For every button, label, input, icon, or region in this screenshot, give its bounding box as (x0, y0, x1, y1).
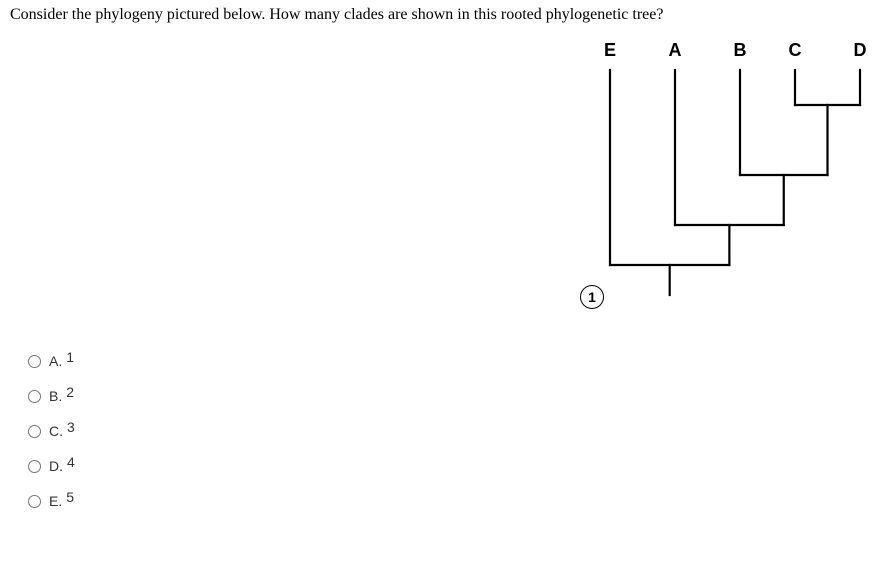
taxon-label-c: C (785, 40, 805, 61)
option-c-value: 3 (67, 419, 75, 435)
question-text: Consider the phylogeny pictured below. H… (10, 6, 663, 24)
option-c[interactable]: C. 3 (28, 422, 75, 440)
option-c-letter: C. (49, 423, 63, 439)
answer-options: A. 1 B. 2 C. 3 D. 4 E. 5 (28, 352, 75, 527)
taxon-label-e: E (600, 40, 620, 61)
radio-a[interactable] (28, 355, 41, 368)
option-b-letter: B. (49, 388, 62, 404)
option-a[interactable]: A. 1 (28, 352, 75, 370)
option-b-value: 2 (66, 384, 74, 400)
option-e[interactable]: E. 5 (28, 492, 75, 510)
radio-c[interactable] (28, 425, 41, 438)
taxon-label-d: D (850, 40, 870, 61)
option-d-value: 4 (67, 454, 75, 470)
taxon-label-a: A (665, 40, 685, 61)
tree-svg (580, 40, 880, 320)
option-a-value: 1 (66, 349, 74, 365)
phylogeny-tree: E A B C D 1 (580, 40, 880, 320)
option-e-value: 5 (66, 489, 74, 505)
option-d-letter: D. (49, 458, 63, 474)
option-a-letter: A. (49, 353, 62, 369)
root-marker: 1 (580, 285, 604, 309)
radio-b[interactable] (28, 390, 41, 403)
option-d[interactable]: D. 4 (28, 457, 75, 475)
radio-e[interactable] (28, 495, 41, 508)
option-e-letter: E. (49, 493, 62, 509)
option-b[interactable]: B. 2 (28, 387, 75, 405)
taxon-label-b: B (730, 40, 750, 61)
radio-d[interactable] (28, 460, 41, 473)
